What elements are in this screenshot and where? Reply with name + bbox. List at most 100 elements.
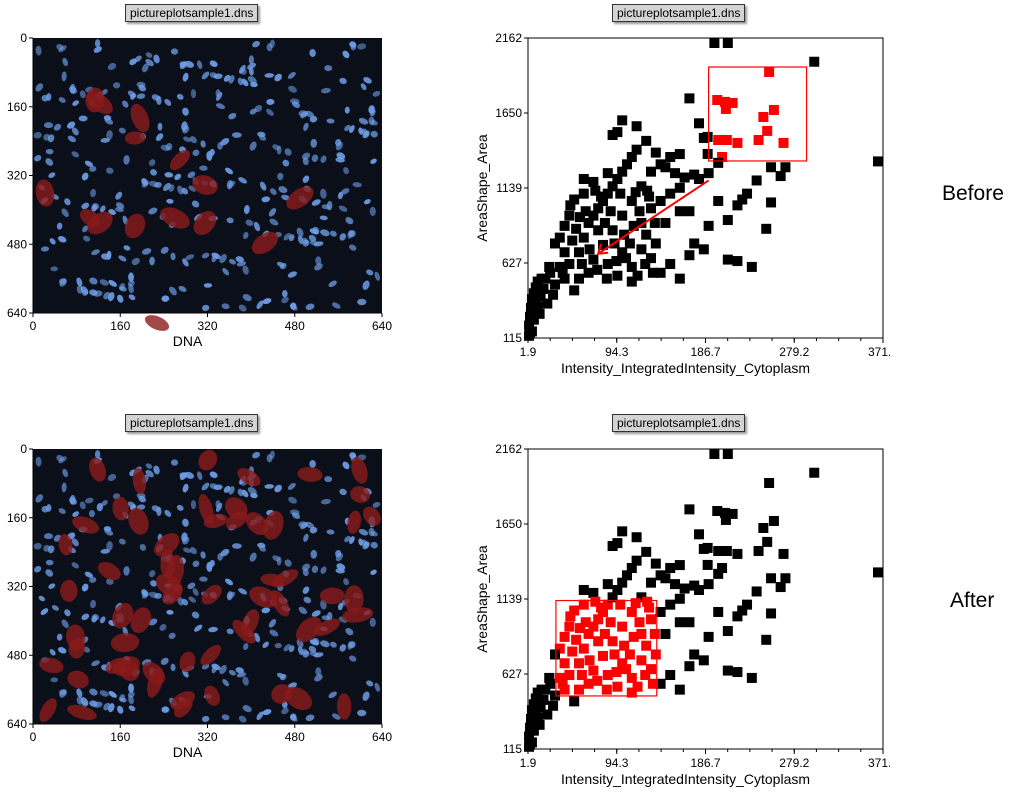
selected-point [753, 135, 764, 146]
x-tick-label: 279.2 [779, 345, 809, 359]
nucleus [315, 256, 322, 265]
nucleus [119, 694, 126, 702]
nucleus [127, 691, 135, 698]
nucleus [302, 586, 310, 594]
selected-cell-overlay [155, 573, 183, 597]
nucleus [220, 137, 230, 146]
nucleus [128, 683, 134, 693]
selected-cell-overlay [344, 585, 364, 614]
selected-point [649, 628, 660, 639]
data-point [709, 449, 720, 459]
nucleus [209, 471, 218, 478]
nucleus [357, 709, 367, 717]
data-point [554, 232, 565, 243]
nucleus [287, 271, 298, 278]
nucleus [119, 283, 126, 291]
data-point [548, 700, 559, 711]
data-point [646, 577, 657, 588]
nucleus [242, 705, 252, 713]
nucleus [274, 73, 282, 82]
data-point [780, 162, 791, 173]
data-point [702, 559, 713, 570]
selected-point [617, 658, 628, 669]
nucleus [115, 191, 123, 200]
nucleus [314, 263, 323, 271]
x-axis-label: Intensity_IntegratedIntensity_Cytoplasm [561, 360, 810, 376]
data-point [617, 577, 628, 588]
nucleus [79, 501, 86, 510]
data-point [713, 157, 724, 168]
nucleus [182, 258, 189, 267]
nucleus [90, 188, 97, 198]
nucleus [148, 591, 159, 599]
nucleus [209, 60, 218, 67]
selected-point [636, 628, 647, 639]
nucleus [136, 81, 146, 88]
x-tick-label: 94.3 [605, 345, 629, 359]
nucleus [127, 90, 137, 98]
nucleus [326, 118, 335, 124]
nucleus [274, 484, 282, 493]
nucleus [184, 471, 195, 479]
selected-cell-overlay [160, 207, 190, 229]
nucleus [72, 100, 80, 107]
selected-point [596, 602, 607, 613]
image-background [33, 38, 382, 313]
selected-cell-overlay [144, 315, 170, 331]
data-point [559, 247, 570, 258]
selected-point [597, 650, 608, 661]
data-point [525, 738, 536, 749]
nucleus [235, 256, 245, 263]
selected-point [569, 605, 580, 616]
data-point [737, 194, 748, 205]
nucleus [88, 509, 95, 518]
nucleus [96, 503, 104, 512]
nucleus [188, 185, 196, 192]
nucleus [199, 165, 208, 171]
nucleus [257, 131, 266, 138]
nucleus [362, 539, 369, 547]
nucleus [349, 452, 357, 459]
nucleus [101, 500, 108, 506]
data-point [684, 206, 695, 217]
nucleus [160, 657, 169, 665]
y-axis-label: AreaShape_Area [474, 134, 490, 242]
data-point [536, 273, 547, 284]
nucleus [344, 124, 351, 132]
nucleus [247, 62, 257, 70]
nucleus [191, 200, 200, 208]
selected-point [576, 669, 587, 680]
selected-point [573, 658, 584, 669]
x-tick-label: 640 [372, 730, 392, 744]
nucleus [372, 90, 381, 97]
data-point [646, 253, 657, 264]
nucleus [326, 529, 335, 535]
scatter-plot-after: 1.9 94.3 186.7 279.2 371.6 115 627 1139 1650 2162… [474, 442, 890, 787]
nucleus [368, 527, 375, 537]
nucleus [48, 583, 56, 589]
data-point [684, 93, 695, 104]
selected-point [571, 634, 582, 645]
nucleus [247, 487, 257, 495]
selected-cell-overlay [39, 657, 64, 674]
nucleus [243, 231, 249, 240]
data-point [636, 217, 647, 228]
selected-cell-overlay [203, 513, 228, 529]
y-tick-label: 627 [502, 256, 522, 270]
data-point [674, 273, 685, 284]
nucleus [314, 674, 323, 682]
nucleus [288, 496, 298, 504]
nucleus [84, 160, 93, 167]
x-tick-label: 160 [110, 319, 130, 333]
nucleus [349, 244, 357, 251]
selected-cell-overlay [132, 468, 147, 495]
nucleus [108, 690, 117, 698]
nucleus [370, 158, 377, 164]
nucleus [215, 502, 223, 512]
nucleus [282, 159, 290, 167]
y-tick-label: 115 [503, 742, 522, 756]
nucleus [235, 667, 245, 674]
nucleus [69, 494, 76, 505]
selected-cell-overlay [58, 534, 73, 556]
nucleus [183, 547, 191, 553]
